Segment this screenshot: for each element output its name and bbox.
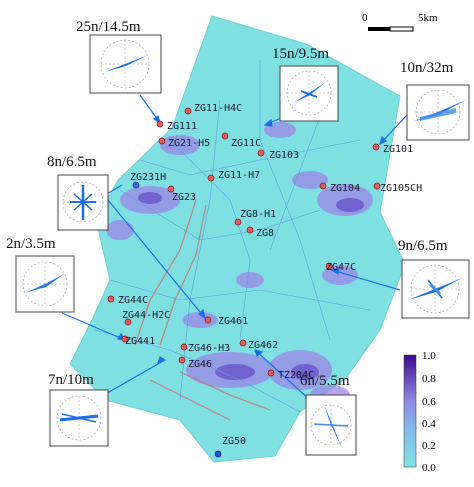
well-label: ZG11-H7	[218, 170, 260, 181]
well-label: ZG46-H3	[188, 343, 230, 354]
rose-diagram-label: 7n/10m	[48, 372, 94, 388]
well-marker[interactable]	[246, 226, 254, 234]
well-marker[interactable]	[234, 218, 242, 226]
well-label: ZG8-H1	[240, 209, 276, 220]
well-marker[interactable]	[267, 369, 275, 377]
well-label: ZG11-H4C	[194, 103, 242, 114]
well-label: ZG105CH	[380, 183, 422, 194]
rose-diagram[interactable]: 25n/14.5m	[76, 19, 162, 94]
colorbar-tick: 0.0	[422, 462, 436, 474]
wells: ZG11-H4C ZG111 ZG21-H5 ZG11C ZG103 ZG101…	[107, 103, 422, 458]
well-label: ZG8	[256, 228, 274, 239]
well-label: ZG461	[218, 316, 248, 327]
scale-end-label: 5km	[418, 12, 438, 24]
well-label: ZG104	[330, 183, 360, 194]
well-label: ZG441	[125, 336, 155, 347]
well-marker[interactable]	[214, 450, 222, 458]
well-label: ZG44-H2C	[122, 310, 170, 321]
colorbar-tick: 0.2	[422, 440, 436, 452]
rose-diagram[interactable]: 9n/6.5m	[398, 238, 470, 319]
well-marker[interactable]	[124, 318, 132, 326]
well-marker[interactable]	[121, 335, 129, 343]
colorbar-tick: 0.8	[422, 373, 436, 385]
fault-lines	[134, 199, 271, 421]
rose-diagram-label: 9n/6.5m	[398, 238, 448, 254]
well-marker[interactable]	[204, 316, 212, 324]
well-marker[interactable]	[184, 107, 192, 115]
rose-diagram-label: 10n/32m	[400, 60, 454, 76]
rose-diagram[interactable]: 8n/6.5m	[47, 154, 109, 231]
well-marker[interactable]	[257, 149, 265, 157]
colorbar: 1.0 0.8 0.6 0.4 0.2 0.0	[403, 350, 436, 474]
rose-diagram-label: 25n/14.5m	[76, 19, 141, 35]
rose-diagram[interactable]: 15n/9.5m	[272, 46, 339, 122]
rose-diagram[interactable]: 10n/32m	[400, 60, 470, 141]
well-marker[interactable]	[221, 132, 229, 140]
well-marker[interactable]	[325, 262, 333, 270]
well-marker[interactable]	[167, 185, 175, 193]
well-label: ZG231H	[130, 172, 166, 183]
rose-diagram[interactable]: 2n/3.5m	[6, 236, 75, 313]
well-marker[interactable]	[132, 181, 140, 189]
well-marker[interactable]	[107, 295, 115, 303]
scale-bar: 0 5km	[362, 12, 438, 32]
well-label: TZ204C	[278, 370, 314, 381]
well-marker[interactable]	[239, 339, 247, 347]
scale-start-label: 0	[362, 12, 368, 24]
well-marker[interactable]	[158, 137, 166, 145]
well-marker[interactable]	[180, 343, 188, 351]
well-marker[interactable]	[372, 143, 380, 151]
well-label: ZG111	[167, 121, 197, 132]
well-label: ZG50	[222, 436, 246, 447]
well-marker[interactable]	[319, 182, 327, 190]
well-marker[interactable]	[373, 182, 381, 190]
well-label: ZG101	[383, 144, 413, 155]
well-marker[interactable]	[156, 120, 164, 128]
rose-diagram[interactable]: 6n/5.5m	[300, 373, 357, 456]
colorbar-tick: 1.0	[422, 350, 436, 362]
rose-diagram-label: 8n/6.5m	[47, 154, 97, 170]
well-label: ZG47C	[326, 262, 356, 273]
rose-diagram-label: 2n/3.5m	[6, 236, 56, 252]
rose-diagram-label: 6n/5.5m	[300, 373, 350, 389]
colorbar-tick: 0.4	[422, 418, 436, 430]
well-label: ZG21-H5	[168, 138, 210, 149]
well-label: ZG462	[248, 340, 278, 351]
well-marker[interactable]	[178, 356, 186, 364]
rose-diagram-label: 15n/9.5m	[272, 46, 329, 62]
rose-diagram[interactable]: 7n/10m	[48, 372, 109, 447]
well-label: ZG44C	[118, 295, 148, 306]
well-label: ZG11C	[231, 138, 261, 149]
well-label: ZG23	[172, 192, 196, 203]
colorbar-tick: 0.6	[422, 396, 436, 408]
well-label: ZG46	[188, 359, 212, 370]
well-label: ZG103	[269, 150, 299, 161]
well-marker[interactable]	[207, 174, 215, 182]
